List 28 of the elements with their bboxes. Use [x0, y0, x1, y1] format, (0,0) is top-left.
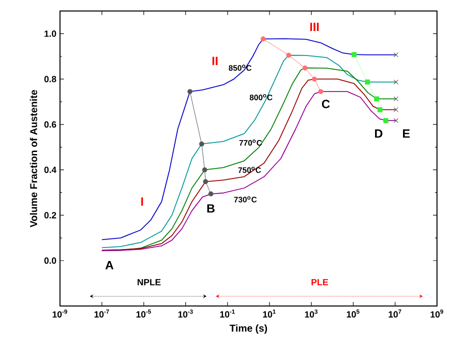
x-tick-label: 10$^{-3}$: [178, 310, 193, 318]
annotation: NPLE: [138, 279, 161, 286]
annotation: A: [105, 261, 114, 270]
y-tick-label: 0.0: [44, 257, 56, 264]
annotation: I: [141, 198, 143, 206]
x-tick-label: 10$^{7}$: [388, 310, 402, 318]
x-tick-label: 10$^{3}$: [304, 310, 318, 318]
y-tick-label: 0.2: [44, 212, 56, 218]
y-tick-label: 0.8: [44, 76, 56, 82]
x-tick-label: 10$^{-9}$: [52, 310, 68, 318]
x-axis-title: Time (s): [230, 324, 268, 334]
y-axis-title: Volume Fraction of Austenite: [30, 90, 38, 228]
x-tick-label: 10$^{9}$: [430, 310, 444, 318]
y-tick-label: 1.0: [44, 30, 56, 37]
x-tick-label: 10$^{-1}$: [220, 310, 235, 318]
annotation: B: [207, 204, 215, 213]
x-tick-label: 10$^{-7}$: [94, 310, 110, 318]
annotation: D: [375, 129, 382, 138]
annotation: II: [212, 56, 218, 66]
y-tick-label: 0.6: [44, 121, 56, 128]
y-tick-label: 0.4: [44, 166, 56, 174]
x-tick-label: 10$^{-5}$: [136, 310, 152, 318]
annotation: E: [403, 129, 410, 138]
annotation: C: [322, 100, 330, 108]
annotation: PLE: [312, 279, 328, 286]
x-tick-label: 10$^{5}$: [346, 310, 360, 318]
annotation: III: [310, 22, 319, 31]
x-tick-label: 10$^{1}$: [263, 310, 276, 318]
